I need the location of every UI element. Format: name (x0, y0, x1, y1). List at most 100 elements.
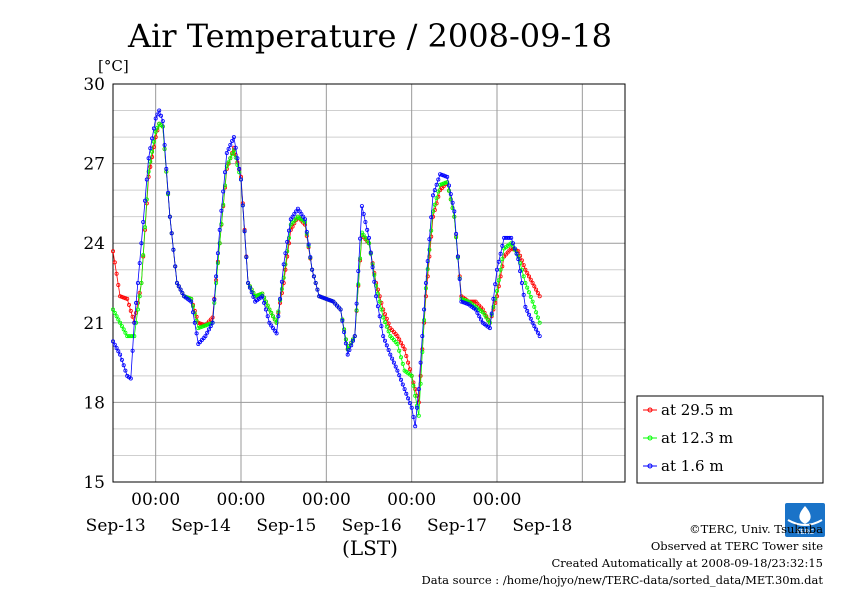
data-point (535, 315, 540, 320)
data-point (151, 144, 156, 149)
data-point (222, 170, 227, 175)
data-point (288, 217, 293, 222)
data-point (411, 383, 416, 388)
data-point (512, 246, 517, 251)
x-tick-time-label: 00:00 (217, 490, 266, 510)
data-point (150, 149, 155, 154)
data-point (343, 341, 348, 346)
data-point (114, 314, 119, 319)
data-point (525, 308, 530, 313)
data-point (527, 290, 532, 295)
data-point (349, 343, 354, 348)
data-point (153, 129, 158, 134)
data-point (219, 221, 224, 226)
data-point (231, 135, 236, 140)
data-point (464, 301, 469, 306)
data-point (427, 247, 432, 252)
data-point (160, 119, 165, 124)
legend-label: at 12.3 m (661, 429, 733, 447)
data-point (132, 320, 137, 325)
data-point (134, 300, 139, 305)
data-point (350, 338, 355, 343)
data-point (422, 307, 427, 312)
data-point (381, 334, 386, 339)
data-point (194, 331, 199, 336)
data-point (443, 174, 448, 179)
legend-swatch-marker (647, 463, 653, 469)
data-point (484, 315, 489, 320)
data-point (430, 193, 435, 198)
data-point (429, 228, 434, 233)
data-point (510, 241, 515, 246)
data-point (119, 324, 124, 329)
data-point (301, 214, 306, 219)
data-point (190, 310, 195, 315)
data-point (141, 253, 146, 258)
data-point (198, 321, 203, 326)
credit-source: Data source : /home/hojyo/new/TERC-data/… (421, 573, 823, 587)
data-point (528, 316, 533, 321)
data-point (477, 314, 482, 319)
data-point (112, 342, 117, 347)
y-axis-label: [°C] (98, 57, 129, 75)
data-point (491, 304, 496, 309)
data-point (375, 287, 380, 292)
data-point (226, 146, 231, 151)
data-point (224, 150, 229, 155)
data-point (375, 291, 380, 296)
y-tick-label: 24 (83, 234, 105, 254)
x-tick-time-label: 00:00 (131, 490, 180, 510)
data-point (423, 280, 428, 285)
data-point (203, 334, 208, 339)
data-point (203, 323, 208, 328)
data-point (356, 282, 361, 287)
data-point (375, 304, 380, 309)
x-tick-time-label: 00:00 (473, 490, 522, 510)
data-point (359, 204, 364, 209)
data-point (190, 304, 195, 309)
data-point (530, 280, 535, 285)
data-point (521, 274, 526, 279)
wave-icon (787, 519, 823, 526)
data-point (498, 274, 503, 279)
data-point (167, 214, 172, 219)
data-point (521, 292, 526, 297)
x-axis-label: (LST) (342, 536, 398, 560)
data-point (128, 308, 133, 313)
data-point (386, 321, 391, 326)
data-point (379, 324, 384, 329)
data-point (326, 297, 331, 302)
data-point (205, 322, 210, 327)
data-point (384, 316, 389, 321)
data-point (242, 229, 247, 234)
data-point (386, 329, 391, 334)
data-point (238, 177, 243, 182)
x-tick-time-label: 00:00 (387, 490, 436, 510)
data-point (251, 294, 256, 299)
data-point (494, 267, 499, 272)
data-point (432, 202, 437, 207)
data-point (290, 214, 295, 219)
data-point (112, 260, 117, 265)
data-point (480, 310, 485, 315)
data-point (395, 368, 400, 373)
data-point (338, 307, 343, 312)
x-tick-time-label: 00:00 (302, 490, 351, 510)
data-point (230, 152, 235, 157)
data-point (397, 337, 402, 342)
data-point (406, 360, 411, 365)
data-point (366, 241, 371, 246)
data-point (384, 324, 389, 329)
data-point (270, 326, 275, 331)
data-point (123, 330, 128, 335)
water-drop-icon (799, 506, 811, 524)
data-point (489, 311, 494, 316)
x-tick-day-label: Sep-16 (342, 516, 402, 536)
data-point (402, 387, 407, 392)
data-point (286, 235, 291, 240)
x-tick-day-label: Sep-17 (427, 516, 487, 536)
data-point (478, 317, 483, 322)
data-point (189, 299, 194, 304)
data-point (356, 269, 361, 274)
data-point (372, 272, 377, 277)
